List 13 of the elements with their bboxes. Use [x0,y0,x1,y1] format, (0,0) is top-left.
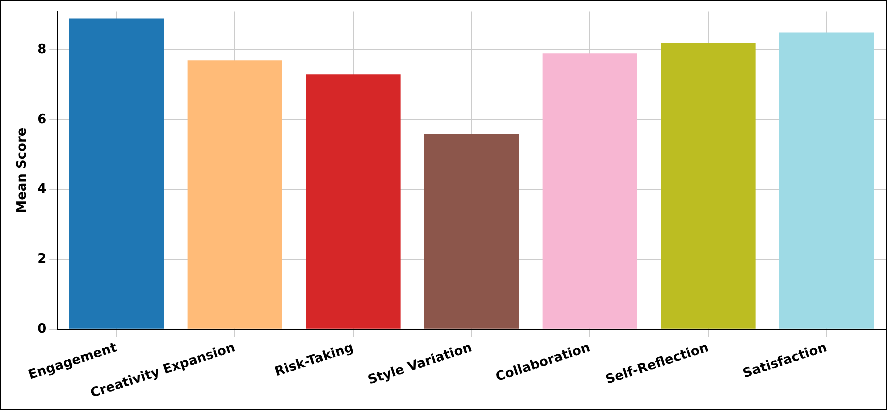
y-tick-label: 6 [38,112,47,128]
y-axis-title: Mean Score [15,128,30,214]
bar [69,18,164,329]
y-tick-label: 2 [38,252,47,267]
y-tick-label: 4 [38,182,47,198]
bar [661,43,756,329]
bar [542,54,638,329]
y-tick-label: 8 [38,42,47,58]
bar [424,134,520,329]
y-tick-label: 0 [38,322,47,337]
bar [306,74,401,329]
bar [188,60,282,329]
bar [780,32,874,329]
